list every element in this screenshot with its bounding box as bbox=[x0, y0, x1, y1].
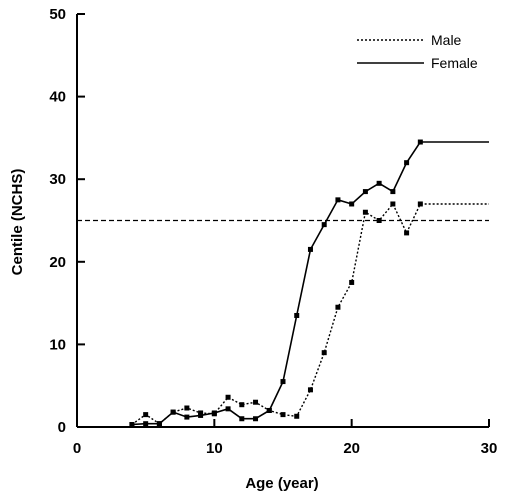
y-axis-title: Centile (NCHS) bbox=[9, 169, 26, 276]
series-line-female bbox=[131, 141, 489, 426]
x-axis-title: Age (year) bbox=[245, 475, 318, 492]
legend-label-male: Male bbox=[431, 32, 462, 48]
data-point-female bbox=[349, 201, 355, 207]
data-point-male bbox=[417, 201, 423, 207]
data-point-female bbox=[335, 197, 341, 203]
legend: Male Female bbox=[357, 32, 478, 71]
data-point-male bbox=[349, 279, 355, 285]
data-point-male bbox=[225, 394, 231, 400]
data-point-female bbox=[170, 409, 176, 415]
data-point-female bbox=[211, 410, 217, 416]
data-point-male bbox=[390, 201, 396, 207]
data-point-female bbox=[156, 421, 162, 427]
data-point-male bbox=[184, 405, 190, 411]
x-tick-label: 30 bbox=[481, 440, 498, 457]
data-point-male bbox=[280, 412, 286, 418]
data-point-female bbox=[404, 160, 410, 166]
data-point-male bbox=[335, 304, 341, 310]
data-point-female bbox=[198, 412, 204, 418]
data-point-female bbox=[376, 180, 382, 186]
data-point-male bbox=[143, 412, 149, 418]
y-tick-label: 30 bbox=[49, 171, 66, 188]
data-point-male bbox=[307, 387, 313, 393]
data-point-female bbox=[321, 222, 327, 228]
legend-label-female: Female bbox=[431, 55, 478, 71]
data-point-male bbox=[376, 218, 382, 223]
data-point-male bbox=[239, 402, 245, 408]
data-point-female bbox=[266, 407, 272, 413]
data-point-male bbox=[404, 230, 410, 236]
data-point-female bbox=[417, 139, 423, 145]
data-point-female bbox=[280, 379, 286, 385]
data-point-female bbox=[184, 414, 190, 420]
data-point-female bbox=[253, 416, 259, 422]
data-point-female bbox=[129, 422, 135, 428]
y-tick-label: 10 bbox=[49, 336, 66, 353]
y-tick-label: 50 bbox=[49, 6, 66, 23]
x-tick-label: 10 bbox=[206, 440, 223, 457]
x-tick-label: 20 bbox=[343, 440, 360, 457]
x-tick-label: 0 bbox=[73, 440, 81, 457]
data-point-female bbox=[362, 189, 368, 195]
data-point-female bbox=[307, 246, 313, 252]
data-point-female bbox=[390, 189, 396, 195]
data-point-male bbox=[362, 209, 368, 215]
data-point-male bbox=[294, 413, 300, 419]
data-point-female bbox=[294, 312, 300, 318]
data-point-male bbox=[253, 399, 259, 405]
y-tick-label: 20 bbox=[49, 254, 66, 271]
data-point-female bbox=[239, 416, 245, 422]
data-point-female bbox=[143, 421, 149, 427]
y-tick-label: 0 bbox=[58, 419, 66, 436]
data-point-male bbox=[321, 350, 327, 356]
data-point-female bbox=[225, 406, 231, 412]
y-tick-label: 40 bbox=[49, 89, 66, 106]
series-line-male bbox=[131, 202, 489, 426]
